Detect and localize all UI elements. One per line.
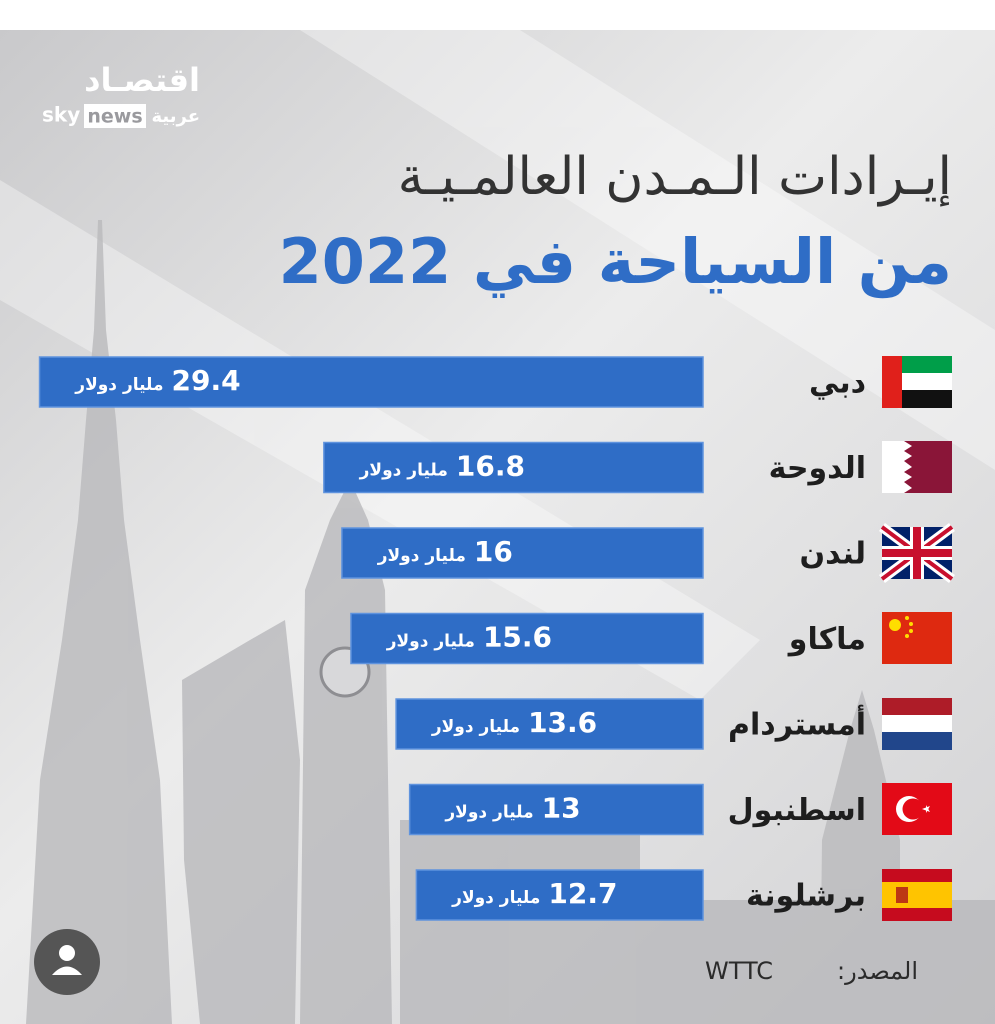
value-unit: مليار دولار	[386, 632, 475, 652]
source: WTTC	[705, 957, 773, 985]
value-label: 13	[542, 792, 581, 825]
logo-news: news	[87, 106, 142, 128]
bar	[408, 783, 704, 836]
category-label: اسطنبول	[728, 793, 866, 828]
flag-turkey	[882, 783, 952, 835]
value-unit: مليار دولار	[451, 888, 540, 908]
value-label: 16.8	[456, 450, 525, 483]
skyline	[26, 220, 995, 1024]
flag-qatar	[882, 441, 952, 493]
bar	[341, 527, 704, 579]
value-label: 12.7	[548, 877, 617, 910]
logo-arabia: عربية	[151, 106, 200, 127]
logo-sky: sky	[42, 103, 80, 127]
bar	[350, 612, 704, 665]
flag-uk	[879, 522, 955, 584]
top-strip	[0, 0, 995, 30]
value-label: 29.4	[172, 364, 241, 397]
value-unit: مليار دولار	[444, 803, 533, 823]
value-unit: مليار دولار	[359, 461, 448, 481]
bar	[323, 441, 704, 494]
flag-china	[882, 612, 952, 664]
category-label: برشلونة	[746, 879, 866, 914]
category-label: الدوحة	[769, 451, 866, 486]
flag-spain	[882, 869, 952, 921]
avatar-head	[59, 945, 75, 961]
chart-subtitle: من السياحة في 2022	[279, 225, 952, 298]
avatar[interactable]	[34, 929, 100, 995]
flag-netherlands	[882, 698, 952, 750]
bar	[415, 869, 704, 921]
logo-brand: اقتصـاد	[84, 61, 200, 99]
flag-uae	[882, 356, 952, 408]
category-label: أمستردام	[728, 705, 866, 743]
avatar-body	[52, 966, 82, 975]
category-label: دبي	[809, 366, 866, 401]
value-unit: مليار دولار	[74, 375, 163, 395]
logo-news-box	[84, 104, 146, 128]
category-label: لندن	[800, 537, 866, 572]
value-label: 16	[474, 535, 513, 568]
value-label: 13.6	[528, 706, 597, 739]
category-label: ماكاو	[787, 622, 866, 657]
chart-title: إيـرادات الـمـدن العالمـيـة	[398, 147, 952, 207]
bar	[395, 698, 704, 750]
flags	[879, 356, 955, 921]
source-label: المصدر:	[837, 957, 918, 985]
value-label: 15.6	[483, 621, 552, 654]
bar	[38, 356, 704, 408]
value-unit: مليار دولار	[377, 546, 466, 566]
value-unit: مليار دولار	[431, 717, 520, 737]
